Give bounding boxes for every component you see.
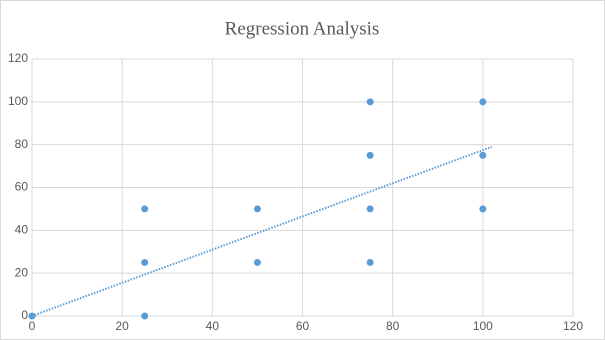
point — [366, 258, 374, 266]
point — [479, 205, 487, 213]
y-tick-label: 0 — [21, 308, 28, 322]
chart-title: Regression Analysis — [225, 18, 380, 39]
x-tick-label: 80 — [386, 319, 400, 333]
y-tick-label: 120 — [8, 51, 28, 65]
x-tick-label: 60 — [296, 319, 310, 333]
y-tick-label: 20 — [15, 265, 29, 279]
point — [479, 98, 487, 106]
point — [479, 151, 487, 159]
x-tick-label: 40 — [206, 319, 220, 333]
y-tick-label: 40 — [15, 223, 29, 237]
y-tick-label: 100 — [8, 94, 28, 108]
point — [141, 205, 149, 213]
y-tick-label: 80 — [15, 137, 29, 151]
x-tick-label: 120 — [563, 319, 583, 333]
point — [141, 312, 149, 320]
x-tick-label: 0 — [29, 319, 36, 333]
point — [366, 98, 374, 106]
point — [253, 205, 261, 213]
trendline — [31, 145, 493, 317]
point — [366, 151, 374, 159]
y-tick-label: 60 — [15, 180, 29, 194]
x-tick-label: 20 — [115, 319, 129, 333]
point — [141, 258, 149, 266]
point — [253, 258, 261, 266]
point — [366, 205, 374, 213]
x-tick-label: 100 — [473, 319, 493, 333]
